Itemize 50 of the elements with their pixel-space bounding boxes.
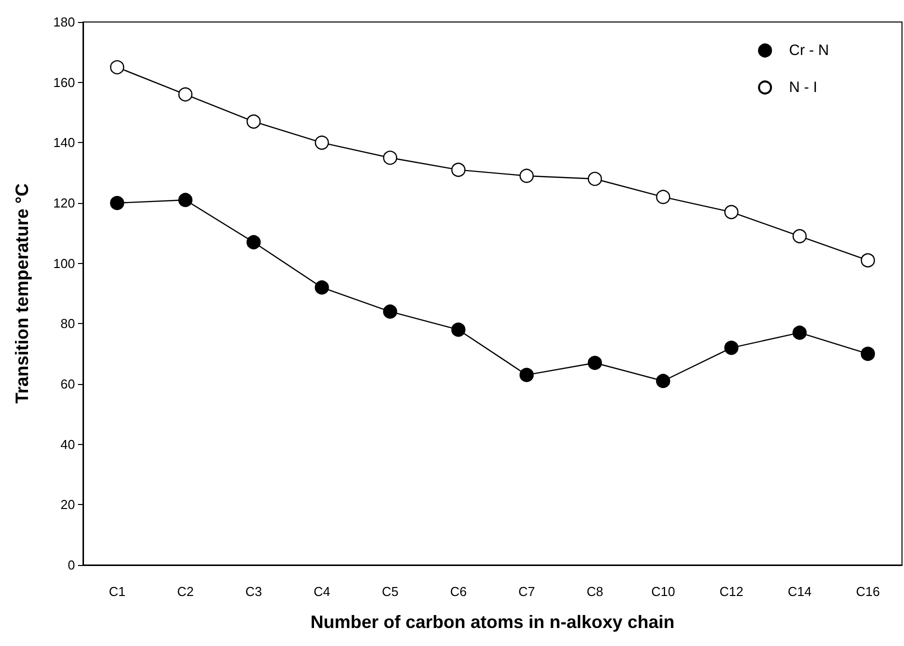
y-tick-label: 60 xyxy=(60,376,75,392)
point xyxy=(383,150,398,165)
point xyxy=(383,304,398,319)
x-tick-label: C2 xyxy=(177,584,194,599)
x-tick-label: C7 xyxy=(518,584,535,599)
x-tick-label: C10 xyxy=(651,584,676,599)
x-tick-label: C6 xyxy=(450,584,467,599)
point xyxy=(588,172,602,186)
point xyxy=(246,114,261,129)
x-tick-label: C8 xyxy=(586,584,604,599)
x-tick-label: C3 xyxy=(245,584,262,599)
point xyxy=(860,346,875,361)
x-tick-label: C5 xyxy=(382,584,398,599)
point xyxy=(314,136,329,150)
legend-label: Cr - N xyxy=(789,42,830,59)
point xyxy=(178,87,192,102)
x-tick-label: C1 xyxy=(108,584,126,599)
y-tick-label: 140 xyxy=(53,135,75,150)
point xyxy=(314,280,329,295)
y-tick-label: 80 xyxy=(60,316,75,332)
point xyxy=(656,374,670,388)
point xyxy=(246,235,261,250)
x-tick-label: C12 xyxy=(719,584,744,599)
point xyxy=(178,192,192,208)
point xyxy=(656,190,670,204)
y-tick-label: 20 xyxy=(60,497,75,512)
y-tick-label: 160 xyxy=(53,74,75,90)
point xyxy=(110,196,124,210)
y-axis-title: Transition temperature °C xyxy=(12,183,32,404)
y-tick-label: 40 xyxy=(60,436,75,452)
x-tick-label: C4 xyxy=(314,584,330,599)
point xyxy=(520,368,534,382)
x-tick-label: C16 xyxy=(856,584,880,599)
y-tick-label: 180 xyxy=(53,14,75,30)
point xyxy=(724,340,738,355)
point xyxy=(792,326,807,340)
point xyxy=(588,356,602,370)
x-tick-label: C14 xyxy=(788,584,812,599)
point xyxy=(520,168,534,183)
point xyxy=(792,229,807,244)
y-tick-label: 0 xyxy=(68,558,75,572)
point xyxy=(110,60,124,74)
x-axis-title: Number of carbon atoms in n-alkoxy chain xyxy=(310,612,675,632)
legend-label: N - I xyxy=(789,79,818,96)
point xyxy=(451,322,466,337)
y-tick-label: 120 xyxy=(53,196,75,210)
point xyxy=(451,162,466,177)
point xyxy=(724,204,738,220)
point xyxy=(860,253,875,268)
y-tick-label: 100 xyxy=(53,256,75,271)
